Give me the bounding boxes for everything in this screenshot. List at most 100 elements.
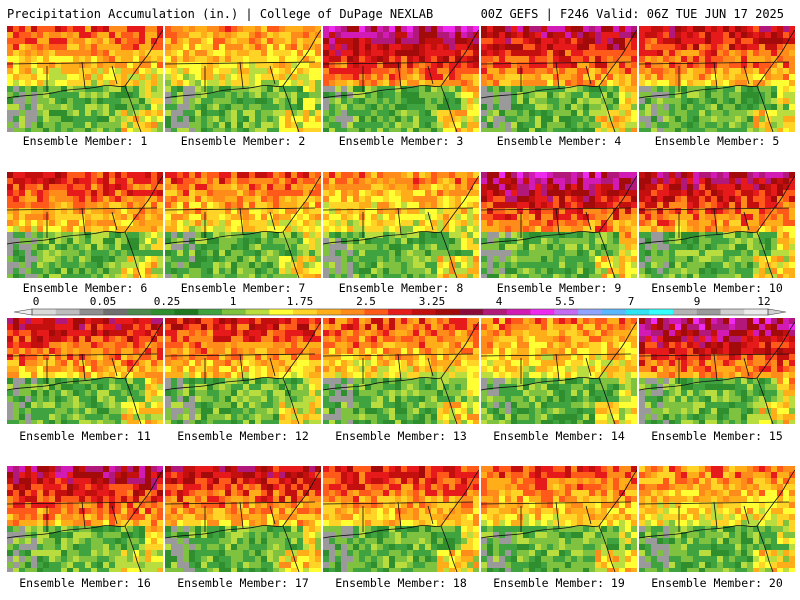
precip-field-map xyxy=(481,172,637,278)
precip-field-map xyxy=(639,26,795,132)
color-scale-swatch xyxy=(269,309,294,315)
ensemble-member-panel xyxy=(165,318,321,424)
run-valid-time: 00Z GEFS | F246 Valid: 06Z TUE JUN 17 20… xyxy=(480,7,784,21)
precip-field-map xyxy=(323,466,479,572)
color-scale-tick-label: 2.5 xyxy=(356,295,376,308)
ensemble-member-panel xyxy=(639,172,795,278)
color-scale-swatch xyxy=(554,309,579,315)
precip-field-map xyxy=(165,318,321,424)
color-scale-swatch xyxy=(364,309,389,315)
color-scale-tick-label: 0.05 xyxy=(89,295,117,308)
ensemble-member-panel xyxy=(323,172,479,278)
precip-color-scale: 0 0.05 0.25 1 1.75 2.5 3.25 4 5.5 7 9 12 xyxy=(0,296,800,318)
ensemble-member-panel xyxy=(7,466,163,572)
ensemble-member-label: Ensemble Member: 18 xyxy=(335,576,467,590)
ensemble-member-label: Ensemble Member: 11 xyxy=(19,429,151,443)
color-scale-swatch xyxy=(221,309,247,315)
ensemble-member-label: Ensemble Member: 12 xyxy=(177,429,309,443)
color-scale-swatch xyxy=(126,309,152,315)
ensemble-member-panel xyxy=(7,172,163,278)
ensemble-member-panel xyxy=(165,26,321,132)
ensemble-member-label: Ensemble Member: 5 xyxy=(654,134,780,148)
ensemble-member-label: Ensemble Member: 16 xyxy=(19,576,151,590)
color-scale-swatch xyxy=(459,309,484,315)
ensemble-member-label: Ensemble Member: 14 xyxy=(493,429,625,443)
ensemble-member-label: Ensemble Member: 1 xyxy=(22,134,148,148)
color-scale-swatch xyxy=(150,309,175,315)
color-scale-tick-label: 0.25 xyxy=(153,295,181,308)
color-scale-swatch xyxy=(293,309,318,315)
color-scale-swatch xyxy=(340,309,365,315)
color-scale-tick-label: 9 xyxy=(693,295,701,308)
precip-field-map xyxy=(639,172,795,278)
precip-field-map xyxy=(165,172,321,278)
precip-field-map xyxy=(323,318,479,424)
precip-field-map xyxy=(7,26,163,132)
color-scale-swatch xyxy=(483,309,508,315)
precip-field-map xyxy=(323,172,479,278)
color-scale-tick-label: 4 xyxy=(495,295,503,308)
color-scale-swatch xyxy=(578,309,603,315)
color-scale-swatch xyxy=(720,309,745,315)
color-scale-swatch xyxy=(32,309,57,315)
ensemble-member-label: Ensemble Member: 2 xyxy=(180,134,306,148)
ensemble-member-panel xyxy=(7,26,163,132)
color-scale-bar xyxy=(13,308,787,316)
ensemble-member-panel xyxy=(165,466,321,572)
precip-field-map xyxy=(7,466,163,572)
ensemble-member-label: Ensemble Member: 7 xyxy=(180,281,306,295)
scale-right-arrow xyxy=(767,308,787,316)
color-scale-tick-label: 0 xyxy=(32,295,40,308)
ensemble-member-panel xyxy=(481,26,637,132)
ensemble-member-label: Ensemble Member: 4 xyxy=(496,134,622,148)
scale-left-arrow xyxy=(13,308,33,316)
ensemble-member-label: Ensemble Member: 19 xyxy=(493,576,625,590)
color-scale-swatch xyxy=(601,309,627,315)
color-scale-swatch xyxy=(696,309,722,315)
color-scale-tick-label: 5.5 xyxy=(555,295,575,308)
color-scale-swatch xyxy=(79,309,104,315)
ensemble-member-panel xyxy=(481,466,637,572)
ensemble-member-label: Ensemble Member: 9 xyxy=(496,281,622,295)
precip-field-map xyxy=(639,318,795,424)
color-scale-swatch xyxy=(388,309,413,315)
color-scale-swatch xyxy=(174,309,199,315)
ensemble-member-panel xyxy=(323,466,479,572)
precip-field-map xyxy=(481,466,637,572)
color-scale-swatch xyxy=(411,309,437,315)
ensemble-member-label: Ensemble Member: 8 xyxy=(338,281,464,295)
ensemble-member-panel xyxy=(323,26,479,132)
ensemble-member-label: Ensemble Member: 15 xyxy=(651,429,783,443)
ensemble-member-label: Ensemble Member: 13 xyxy=(335,429,467,443)
ensemble-member-label: Ensemble Member: 10 xyxy=(651,281,783,295)
ensemble-member-label: Ensemble Member: 3 xyxy=(338,134,464,148)
color-scale-swatch xyxy=(744,309,769,315)
color-scale-swatch xyxy=(316,309,342,315)
ensemble-member-panel xyxy=(165,172,321,278)
color-scale-swatch xyxy=(435,309,460,315)
ensemble-member-panel xyxy=(481,172,637,278)
color-scale-swatch xyxy=(198,309,223,315)
header-bar: Precipitation Accumulation (in.) | Colle… xyxy=(0,0,800,24)
color-scale-swatch xyxy=(103,309,128,315)
ensemble-member-panel xyxy=(639,318,795,424)
precip-field-map xyxy=(165,466,321,572)
ensemble-member-panel xyxy=(639,466,795,572)
ensemble-member-label: Ensemble Member: 20 xyxy=(651,576,783,590)
product-title: Precipitation Accumulation (in.) | Colle… xyxy=(7,7,434,21)
precip-field-map xyxy=(7,172,163,278)
color-scale-swatch xyxy=(55,309,80,315)
color-scale-tick-label: 1 xyxy=(229,295,237,308)
scale-outline xyxy=(31,308,769,316)
precip-field-map xyxy=(323,26,479,132)
ensemble-member-panel xyxy=(481,318,637,424)
ensemble-member-panel xyxy=(639,26,795,132)
precip-field-map xyxy=(481,26,637,132)
color-scale-swatch xyxy=(673,309,698,315)
color-scale-swatch xyxy=(625,309,650,315)
color-scale-swatch xyxy=(245,309,270,315)
precip-field-map xyxy=(7,318,163,424)
ensemble-member-label: Ensemble Member: 17 xyxy=(177,576,309,590)
color-scale-swatch xyxy=(530,309,555,315)
color-scale-tick-label: 3.25 xyxy=(418,295,446,308)
